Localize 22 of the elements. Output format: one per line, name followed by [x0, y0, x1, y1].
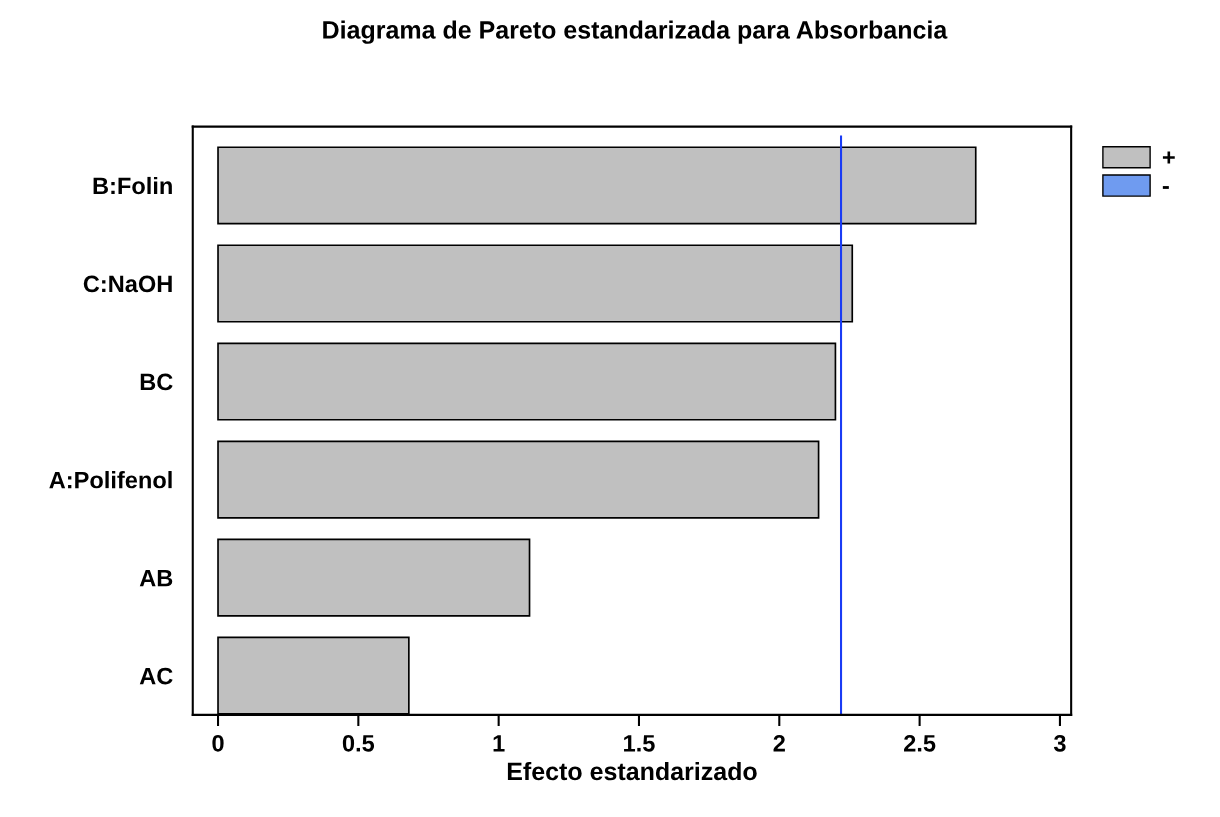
y-tick-label: B:Folin [93, 176, 172, 195]
y-tick-label: C:NaOH [83, 275, 172, 293]
bar [217, 440, 820, 519]
x-tick-label: 3 [1053, 734, 1066, 752]
bar [217, 342, 837, 421]
x-axis-title: Efecto estandarizado [507, 761, 757, 781]
bar [217, 146, 977, 225]
x-tick-label: 0 [212, 734, 224, 752]
bar [217, 244, 854, 323]
y-tick-label: BC [140, 373, 173, 391]
y-tick-label: AB [139, 569, 173, 587]
x-tick-label: 0.5 [342, 734, 375, 752]
x-tick-label: 1 [493, 735, 505, 752]
legend-label: - [1162, 186, 1169, 189]
x-tick-label: 2.5 [904, 734, 936, 752]
x-tick-label: 1.5 [624, 735, 655, 752]
chart-title: Diagrama de Pareto estandarizada para Absorbancia [323, 20, 948, 44]
x-tick-label: 2 [773, 734, 785, 752]
bar [217, 538, 531, 617]
y-tick-label: AC [139, 667, 173, 685]
y-tick-label: A:Polifenol [49, 471, 172, 489]
legend-label: + [1162, 151, 1175, 164]
